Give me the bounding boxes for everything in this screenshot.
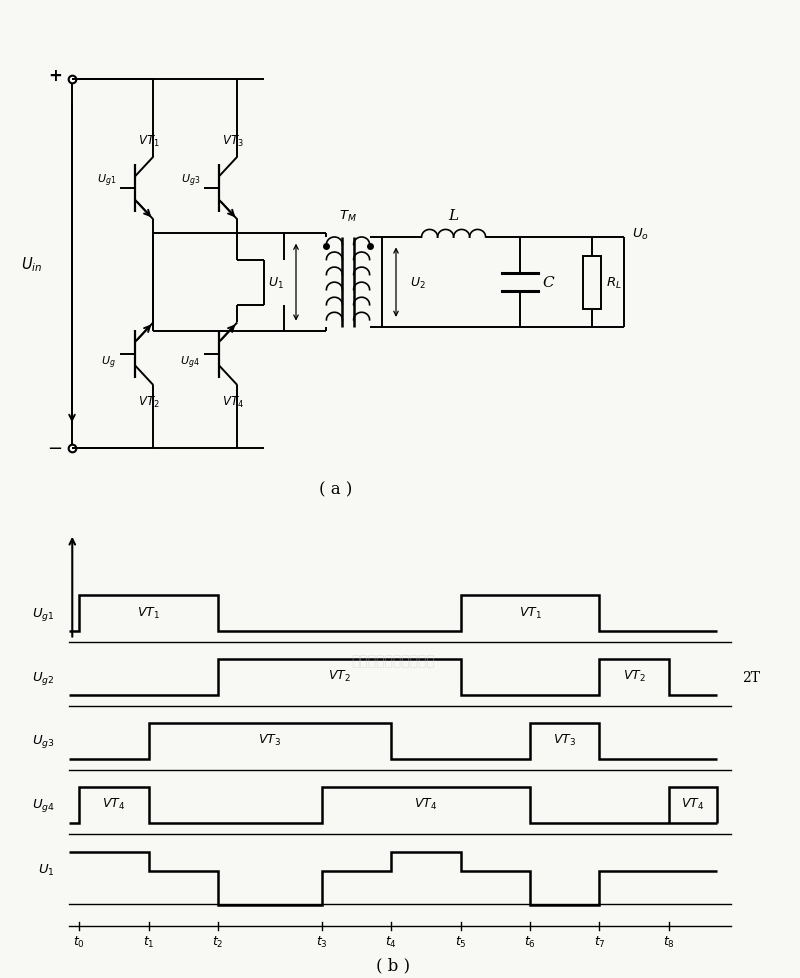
Text: $t_4$: $t_4$ bbox=[386, 934, 398, 950]
Text: $t_3$: $t_3$ bbox=[316, 934, 328, 950]
Text: $VT_1$: $VT_1$ bbox=[518, 604, 542, 620]
Text: $R_L$: $R_L$ bbox=[606, 276, 622, 290]
Text: $U_{g1}$: $U_{g1}$ bbox=[32, 605, 55, 622]
Text: $U_{in}$: $U_{in}$ bbox=[22, 254, 42, 274]
Text: $VT_2$: $VT_2$ bbox=[138, 395, 160, 410]
Text: −: − bbox=[47, 439, 62, 458]
Text: ( b ): ( b ) bbox=[376, 956, 410, 973]
Text: $VT_1$: $VT_1$ bbox=[137, 604, 160, 620]
Text: $VT_4$: $VT_4$ bbox=[414, 796, 438, 812]
Text: $T_M$: $T_M$ bbox=[339, 209, 357, 224]
Text: C: C bbox=[542, 276, 554, 289]
Text: $U_{g1}$: $U_{g1}$ bbox=[97, 172, 116, 189]
Text: $VT_2$: $VT_2$ bbox=[328, 669, 350, 684]
Text: $U_{g2}$: $U_{g2}$ bbox=[33, 669, 55, 686]
Text: $t_2$: $t_2$ bbox=[212, 934, 224, 950]
Text: $U_g$: $U_g$ bbox=[102, 355, 116, 371]
Text: $U_1$: $U_1$ bbox=[38, 863, 55, 877]
Text: $t_8$: $t_8$ bbox=[663, 934, 674, 950]
Text: $U_{g4}$: $U_{g4}$ bbox=[180, 355, 200, 371]
Text: $VT_4$: $VT_4$ bbox=[102, 796, 126, 812]
Text: $U_1$: $U_1$ bbox=[268, 276, 284, 290]
Text: $VT_3$: $VT_3$ bbox=[222, 133, 244, 149]
Text: 2T: 2T bbox=[742, 670, 759, 685]
Text: $t_5$: $t_5$ bbox=[455, 934, 466, 950]
Text: $t_0$: $t_0$ bbox=[74, 934, 85, 950]
Text: $t_6$: $t_6$ bbox=[524, 934, 536, 950]
Text: $U_{g3}$: $U_{g3}$ bbox=[32, 733, 55, 750]
Text: $VT_3$: $VT_3$ bbox=[553, 733, 576, 747]
Bar bbox=[583, 256, 601, 309]
Text: $U_o$: $U_o$ bbox=[632, 227, 649, 242]
Text: $U_{g4}$: $U_{g4}$ bbox=[32, 796, 55, 814]
Text: L: L bbox=[449, 208, 458, 223]
Text: $t_1$: $t_1$ bbox=[142, 934, 154, 950]
Text: $U_2$: $U_2$ bbox=[410, 276, 426, 290]
Text: $VT_1$: $VT_1$ bbox=[138, 133, 160, 149]
Text: +: + bbox=[49, 67, 62, 85]
Text: $VT_2$: $VT_2$ bbox=[622, 669, 646, 684]
Text: 杭州将睿科技有限公司: 杭州将睿科技有限公司 bbox=[351, 653, 435, 668]
Text: $VT_4$: $VT_4$ bbox=[682, 796, 705, 812]
Text: $t_7$: $t_7$ bbox=[594, 934, 606, 950]
Text: $VT_4$: $VT_4$ bbox=[222, 395, 244, 410]
Text: $U_{g3}$: $U_{g3}$ bbox=[181, 172, 200, 189]
Text: ( a ): ( a ) bbox=[319, 481, 353, 498]
Text: $VT_3$: $VT_3$ bbox=[258, 733, 282, 747]
